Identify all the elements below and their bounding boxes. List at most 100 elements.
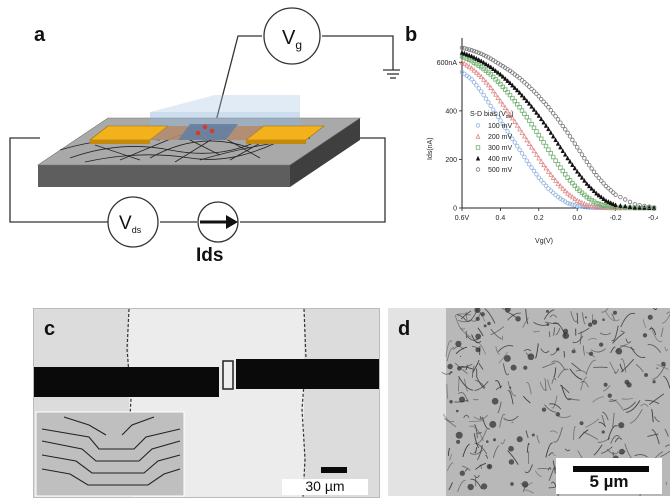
data-point [550,190,556,196]
data-point [596,201,601,207]
ds-circuit-wire-return [240,137,386,223]
data-point [517,89,522,95]
data-point [510,82,515,88]
inset-micrograph [35,411,185,497]
data-point [536,94,541,99]
data-point [473,69,479,75]
data-point [584,159,589,165]
data-point [548,151,553,156]
data-point [503,87,508,92]
vg-meter [263,7,321,65]
data-point [483,61,489,67]
data-point [608,188,613,193]
data-point [514,143,520,149]
data-point [565,175,570,180]
data-point [490,107,496,112]
data-point [461,60,467,67]
gate-plane-top [150,95,300,112]
data-point [529,86,534,92]
data-point [529,122,534,127]
data-point [467,47,472,52]
data-point [572,195,578,202]
data-point [481,76,487,82]
data-point [613,202,618,208]
data-point [587,183,592,189]
data-point [526,162,532,167]
scale-label-bg-d [556,458,662,494]
data-point [594,190,599,196]
data-point [524,115,529,120]
data-point [510,95,515,101]
data-point [593,203,599,210]
data-point [546,105,551,110]
data-point [541,161,547,168]
data-point [618,194,623,200]
data-point [526,84,532,89]
data-point [515,101,520,107]
data-point [488,84,494,90]
data-point [543,143,549,149]
data-point [507,111,513,117]
data-point [548,188,553,193]
data-point [567,178,573,183]
left-electrode-bar [34,367,219,397]
data-point [577,148,582,154]
data-point [467,57,472,63]
data-point [512,140,517,145]
data-point [502,125,508,131]
data-point [563,151,568,157]
scale-label-bg-c [282,479,368,495]
data-point [589,202,595,209]
data-point [476,50,481,56]
data-point [517,75,522,81]
data-point [522,154,527,160]
x-tick-label: 0.0 [572,215,582,222]
data-point [519,92,525,98]
data-point [558,120,563,125]
data-point [527,100,532,106]
legend-label: 200 mV [488,134,512,141]
data-point [651,205,657,210]
data-point [594,205,599,210]
data-point [570,202,575,207]
data-point [474,49,479,55]
data-point [531,125,537,131]
data-point [601,203,606,208]
data-point [572,141,577,146]
data-point [603,197,609,203]
data-point [546,186,551,191]
data-point [603,203,609,209]
x-tick-label: -0.4 [648,215,658,222]
y-tick-label: 400 [445,108,457,115]
legend-marker [475,167,481,172]
data-point [562,127,568,132]
data-point [503,75,508,81]
data-point [459,45,465,50]
data-point [572,183,577,189]
data-point [627,199,633,205]
data-point [471,67,477,73]
data-point [574,197,580,203]
data-point [562,187,568,194]
legend-entry: 300 mV [475,145,512,152]
data-point [495,69,501,75]
data-point [502,104,508,111]
y-axis-label: Ids(nA) [427,137,434,160]
data-point [536,112,541,118]
data-point [555,162,561,167]
gate-wire [214,35,262,126]
legend-label: 300 mV [488,145,512,152]
data-point [538,178,544,183]
data-point [478,73,484,80]
data-point [577,204,582,209]
data-point [558,165,563,170]
data-point [515,87,520,93]
data-point [574,145,580,150]
data-point [524,158,529,163]
data-point [469,65,475,71]
data-point [567,201,573,207]
legend-entry: 200 mV [475,133,512,141]
data-point [491,66,496,72]
ion-icon [209,128,215,134]
data-point [543,122,549,128]
